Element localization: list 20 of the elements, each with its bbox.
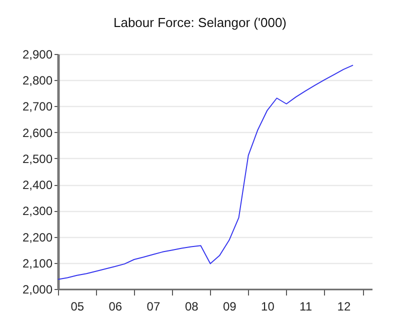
y-tick-label: 2,200: [22, 230, 53, 244]
y-tick-label: 2,000: [22, 282, 53, 296]
y-tick-label: 2,900: [22, 48, 53, 62]
y-tick-label: 2,300: [22, 204, 53, 218]
y-tick-label: 2,100: [22, 256, 53, 270]
x-tick-label: 07: [146, 300, 160, 314]
x-tick-label: 11: [300, 300, 312, 314]
x-tick-label: 09: [223, 300, 237, 314]
y-tick-label: 2,500: [22, 152, 53, 166]
x-tick-label: 12: [337, 300, 351, 314]
y-tick-label: 2,600: [22, 126, 53, 140]
x-tick-label: 05: [70, 300, 84, 314]
y-tick-label: 2,800: [22, 74, 53, 88]
y-tick-label: 2,400: [22, 178, 53, 192]
x-tick-label: 06: [108, 300, 122, 314]
chart-title: Labour Force: Selangor ('000): [113, 15, 287, 30]
y-tick-label: 2,700: [22, 100, 53, 114]
x-tick-label: 08: [184, 300, 199, 314]
line-series: [58, 64, 354, 280]
x-tick-label: 10: [261, 300, 275, 314]
